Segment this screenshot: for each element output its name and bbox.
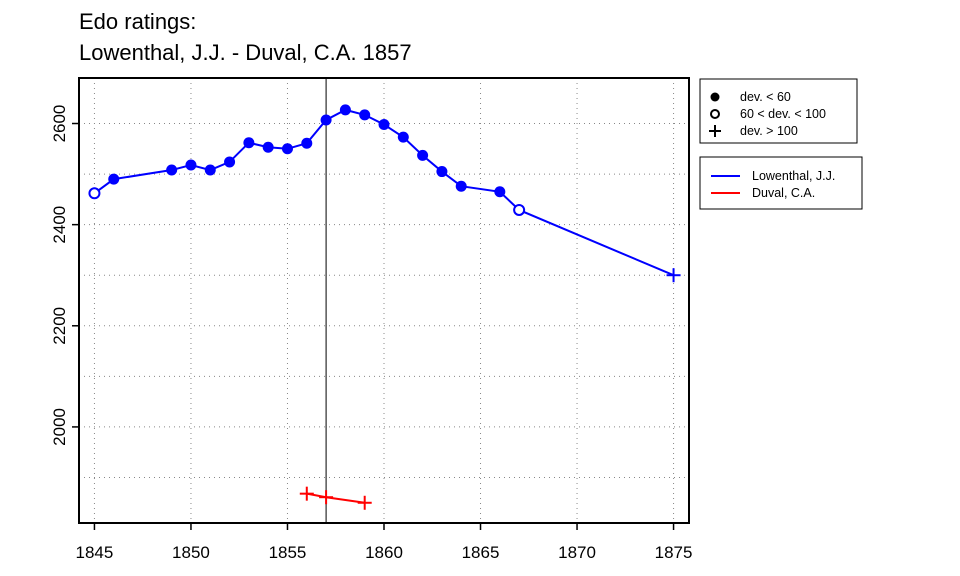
data-point xyxy=(666,268,681,283)
x-tick-label: 1865 xyxy=(462,543,500,562)
data-point xyxy=(378,119,390,131)
data-point xyxy=(339,104,351,116)
data-point xyxy=(166,164,178,176)
data-point xyxy=(299,486,314,501)
x-tick-label: 1855 xyxy=(269,543,307,562)
data-point xyxy=(320,114,332,126)
legend-marker-label: dev. < 60 xyxy=(740,90,791,104)
data-point xyxy=(319,490,334,505)
data-point xyxy=(88,187,101,200)
data-point xyxy=(262,141,274,153)
grid-lines xyxy=(79,78,689,523)
series-line-1 xyxy=(306,492,365,504)
x-tick-label: 1870 xyxy=(558,543,596,562)
legend-marker-filled xyxy=(710,92,720,102)
data-point xyxy=(243,137,255,149)
x-tick-label: 1875 xyxy=(655,543,693,562)
y-tick-label: 2000 xyxy=(50,408,69,446)
chart-title: Edo ratings: xyxy=(79,9,196,34)
series-legend-box xyxy=(699,156,863,210)
data-point xyxy=(281,143,293,155)
data-point xyxy=(357,495,372,510)
legend-series-label: Lowenthal, J.J. xyxy=(752,169,835,183)
data-point xyxy=(513,203,526,216)
data-point xyxy=(301,137,313,149)
data-point xyxy=(224,156,236,168)
data-point xyxy=(204,164,216,176)
y-tick-label: 2200 xyxy=(50,307,69,345)
marker-legend-box xyxy=(699,78,858,144)
legend-marker-label: 60 < dev. < 100 xyxy=(740,107,826,121)
y-tick-label: 2600 xyxy=(50,105,69,143)
x-tick-label: 1860 xyxy=(365,543,403,562)
data-point xyxy=(185,159,197,171)
chart-subtitle: Lowenthal, J.J. - Duval, C.A. 1857 xyxy=(79,40,412,65)
series-markers xyxy=(88,104,681,510)
x-tick-label: 1845 xyxy=(76,543,114,562)
series-line-0 xyxy=(93,108,674,277)
data-point xyxy=(417,149,429,161)
marker-legend: dev. < 60 60 < dev. < 100 dev. > 100 xyxy=(699,78,858,144)
legend-marker-label: dev. > 100 xyxy=(740,124,798,138)
x-tick-label: 1850 xyxy=(172,543,210,562)
data-point xyxy=(359,109,371,121)
data-point xyxy=(455,180,467,192)
y-tick-label: 2400 xyxy=(50,206,69,244)
data-point xyxy=(494,186,506,198)
x-axis: 1845 1850 1855 1860 1865 1870 1875 xyxy=(76,523,693,562)
legend-series-label: Duval, C.A. xyxy=(752,186,815,200)
y-axis: 2000 2200 2400 2600 xyxy=(50,105,79,446)
legend-marker-plus xyxy=(709,125,721,137)
series-legend: Lowenthal, J.J. Duval, C.A. xyxy=(699,156,863,210)
data-point xyxy=(397,131,409,143)
plot-frame xyxy=(78,77,690,524)
data-point xyxy=(436,166,448,178)
legend-marker-open xyxy=(710,109,720,119)
data-point xyxy=(108,173,120,185)
